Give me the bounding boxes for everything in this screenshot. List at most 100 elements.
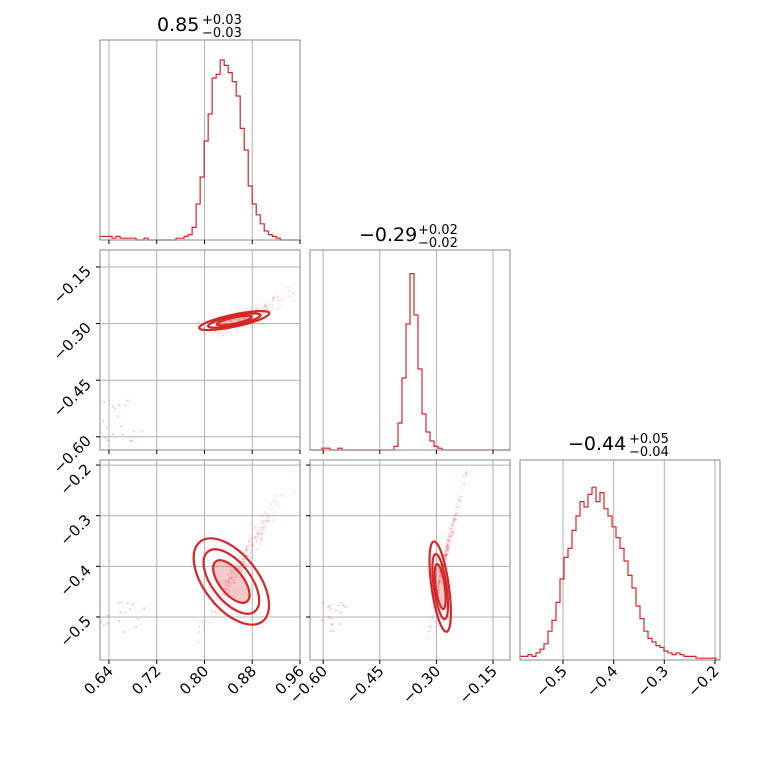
scatter-point — [251, 544, 254, 547]
scatter-point — [464, 471, 468, 474]
scatter-point — [240, 566, 243, 569]
scatter-point — [240, 317, 243, 320]
scatter-point — [460, 495, 463, 499]
scatter-point — [278, 305, 281, 308]
scatter-point — [255, 540, 258, 543]
scatter-point — [447, 546, 450, 549]
x-tick-label: −0.45 — [342, 662, 387, 707]
scatter-point — [256, 532, 259, 535]
scatter-point — [106, 614, 109, 617]
scatter-point — [334, 609, 337, 612]
scatter-point — [227, 579, 230, 582]
scatter-point — [276, 295, 280, 299]
scatter-point — [445, 547, 448, 550]
title-median: −0.29 — [359, 224, 417, 246]
scatter-point — [340, 601, 343, 605]
scatter-point — [227, 578, 230, 581]
scatter-point — [258, 537, 262, 540]
scatter-point — [230, 577, 233, 581]
scatter-point — [436, 587, 440, 590]
contour-level — [198, 309, 271, 332]
scatter-point — [437, 582, 441, 585]
y-tick-label: −0.45 — [50, 375, 95, 420]
scatter-point — [222, 592, 225, 596]
scatter-point — [248, 548, 251, 551]
scatter-point — [234, 318, 237, 321]
scatter-point — [288, 295, 292, 298]
scatter-point — [463, 483, 466, 486]
scatter-point — [438, 574, 441, 578]
scatter-point — [126, 602, 129, 605]
contour-level — [212, 559, 251, 604]
scatter-point — [446, 542, 449, 546]
scatter-point — [261, 306, 264, 309]
scatter-point — [443, 550, 446, 553]
scatter-point — [444, 553, 447, 557]
scatter-point — [197, 321, 200, 324]
scatter-point — [445, 552, 448, 556]
scatter-point — [450, 531, 453, 534]
scatter-point — [233, 570, 236, 573]
title-median: −0.44 — [568, 433, 626, 455]
title-param-1: −0.29 +0.02 −0.02 — [359, 223, 458, 251]
scatter-point — [253, 535, 256, 539]
scatter-point — [124, 611, 127, 614]
panel-hist-1 — [309, 249, 511, 454]
scatter-point — [224, 587, 227, 591]
scatter-point — [227, 585, 230, 588]
scatter-point — [465, 470, 468, 473]
scatter-point — [264, 523, 267, 527]
scatter-point — [246, 545, 249, 548]
scatter-point — [432, 617, 435, 620]
scatter-points — [102, 286, 296, 443]
scatter-point — [197, 625, 200, 628]
scatter-point — [201, 620, 205, 623]
scatter-point — [264, 525, 267, 528]
scatter-point — [445, 554, 448, 557]
title-param-2: −0.44 +0.05 −0.04 — [568, 432, 669, 460]
scatter-point — [450, 527, 453, 530]
scatter-point — [135, 625, 138, 628]
scatter-point — [265, 306, 268, 309]
scatter-point — [445, 543, 448, 546]
x-tick-label: −0.15 — [456, 662, 501, 707]
scatter-point — [259, 542, 262, 545]
scatter-point — [254, 536, 257, 539]
scatter-point — [446, 539, 449, 542]
scatter-point — [121, 433, 124, 436]
scatter-point — [266, 518, 269, 521]
scatter-point — [229, 584, 232, 587]
scatter-point — [321, 601, 325, 604]
scatter-point — [100, 621, 103, 624]
title-median: 0.85 — [157, 14, 199, 36]
scatter-point — [260, 522, 263, 525]
scatter-point — [437, 589, 440, 592]
scatter-point — [445, 552, 448, 555]
scatter-point — [265, 307, 268, 310]
scatter-point — [264, 303, 267, 306]
scatter-point — [443, 553, 447, 556]
scatter-point — [240, 570, 244, 573]
scatter-point — [427, 629, 430, 633]
scatter-point — [444, 555, 447, 558]
scatter-point — [443, 554, 446, 557]
scatter-point — [210, 609, 213, 612]
scatter-point — [267, 520, 271, 523]
scatter-point — [209, 621, 212, 624]
scatter-point — [253, 306, 256, 310]
scatter-point — [233, 562, 236, 565]
scatter-point — [224, 321, 227, 324]
x-tick-label: 0.80 — [176, 662, 212, 698]
scatter-point — [250, 536, 253, 539]
scatter-point — [454, 517, 457, 520]
histogram-step — [310, 273, 510, 451]
scatter-point — [105, 426, 108, 429]
scatter-point — [234, 579, 237, 582]
scatter-point — [259, 529, 262, 532]
scatter-point — [329, 608, 332, 611]
scatter-point — [228, 577, 232, 580]
histogram-step — [519, 486, 720, 661]
scatter-point — [234, 589, 237, 592]
scatter-point — [446, 538, 450, 541]
scatter-point — [438, 574, 441, 577]
